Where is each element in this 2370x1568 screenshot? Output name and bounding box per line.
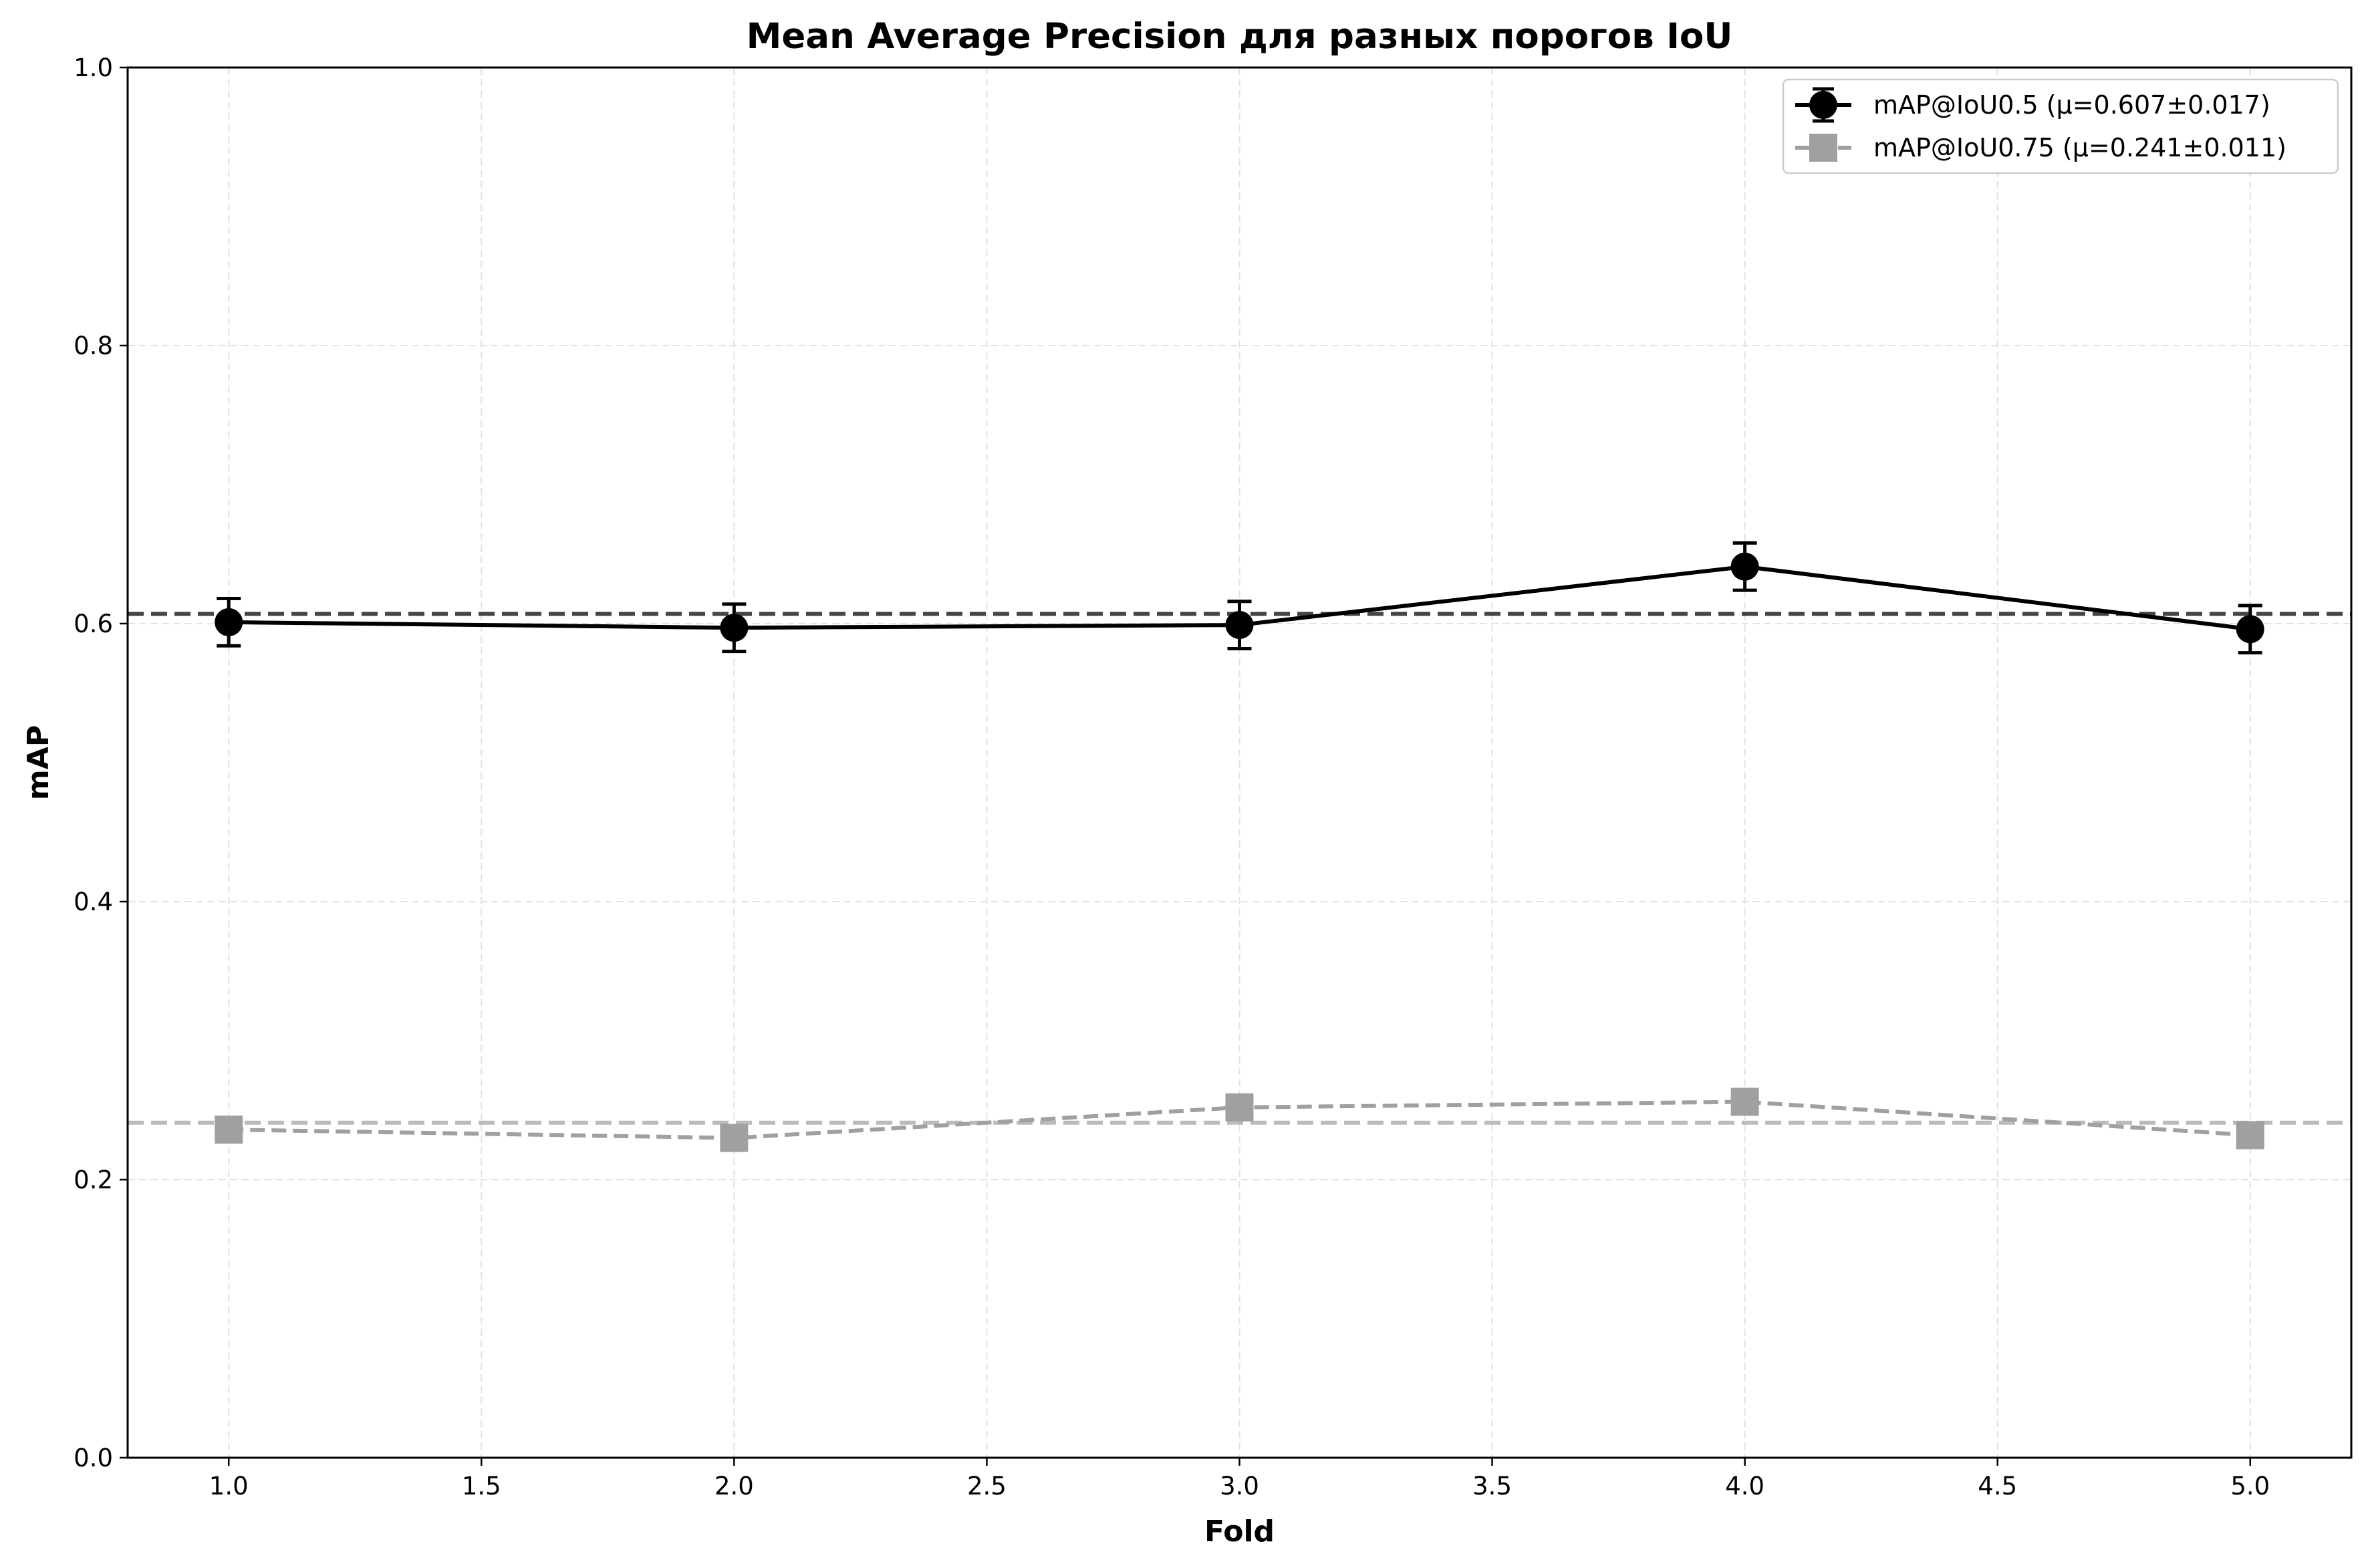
data-point xyxy=(2236,615,2264,644)
data-point xyxy=(720,614,749,642)
series-group xyxy=(215,1087,2264,1152)
x-tick-label: 2.5 xyxy=(967,1472,1007,1500)
chart-title: Mean Average Precision для разных порого… xyxy=(747,16,1733,57)
y-axis-ticks: 0.0 0.2 0.4 0.6 0.8 1.0 xyxy=(74,53,128,1472)
data-point xyxy=(1225,1093,1254,1122)
data-point xyxy=(1730,1087,1759,1116)
data-point xyxy=(1225,611,1254,640)
y-tick-label: 0.6 xyxy=(74,610,113,638)
x-tick-label: 5.0 xyxy=(2230,1472,2270,1500)
y-tick-label: 0.8 xyxy=(74,332,113,360)
x-axis-label: Fold xyxy=(1204,1515,1275,1549)
data-point xyxy=(2236,1121,2264,1150)
y-tick-label: 1.0 xyxy=(74,53,113,82)
legend-marker xyxy=(1809,91,1837,119)
y-tick-label: 0.0 xyxy=(74,1444,113,1472)
legend-marker xyxy=(1809,134,1837,162)
legend: mAP@IoU0.5 (μ=0.607±0.017) mAP@IoU0.75 (μ… xyxy=(1782,78,2339,174)
legend-entry: mAP@IoU0.75 (μ=0.241±0.011) xyxy=(1795,133,2286,162)
grid xyxy=(128,67,2351,1458)
legend-label: mAP@IoU0.75 (μ=0.241±0.011) xyxy=(1873,133,2286,162)
series-group xyxy=(215,541,2264,655)
legend-entries: mAP@IoU0.5 (μ=0.607±0.017) mAP@IoU0.75 (μ… xyxy=(1795,87,2286,162)
data-point xyxy=(215,1116,243,1144)
x-tick-label: 3.0 xyxy=(1220,1472,1259,1500)
x-tick-label: 1.0 xyxy=(209,1472,249,1500)
y-axis-label: mAP xyxy=(21,725,55,800)
y-tick-label: 0.2 xyxy=(74,1166,113,1194)
x-tick-label: 1.5 xyxy=(462,1472,501,1500)
legend-entry: mAP@IoU0.5 (μ=0.607±0.017) xyxy=(1795,87,2270,123)
data-point xyxy=(215,608,243,636)
x-tick-label: 2.0 xyxy=(714,1472,754,1500)
x-tick-label: 3.5 xyxy=(1472,1472,1512,1500)
x-tick-label: 4.0 xyxy=(1725,1472,1764,1500)
series xyxy=(215,541,2264,1152)
y-tick-label: 0.4 xyxy=(74,888,113,916)
legend-box xyxy=(1782,78,2339,174)
x-axis-ticks: 1.0 1.5 2.0 2.5 3.0 3.5 4.0 4.5 5.0 xyxy=(209,1458,2270,1500)
data-point xyxy=(720,1124,749,1152)
data-point xyxy=(1730,552,1759,581)
x-tick-label: 4.5 xyxy=(1978,1472,2017,1500)
legend-label: mAP@IoU0.5 (μ=0.607±0.017) xyxy=(1873,90,2270,120)
